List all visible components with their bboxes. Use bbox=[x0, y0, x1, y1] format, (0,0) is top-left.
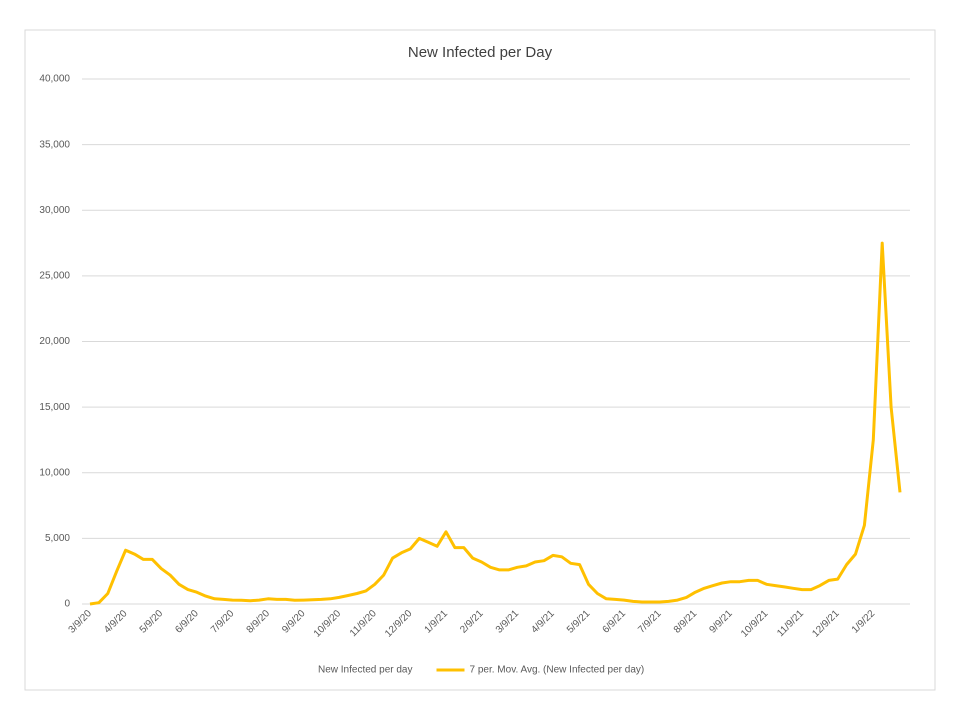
y-tick-label: 30,000 bbox=[39, 205, 70, 216]
y-tick-label: 15,000 bbox=[39, 402, 70, 413]
legend-label: 7 per. Mov. Avg. (New Infected per day) bbox=[470, 665, 645, 676]
data-line bbox=[89, 241, 902, 606]
y-tick-label: 40,000 bbox=[39, 74, 70, 85]
legend-label: New Infected per day bbox=[318, 665, 413, 676]
y-tick-label: 5,000 bbox=[45, 533, 70, 544]
y-tick-label: 10,000 bbox=[39, 467, 70, 478]
y-tick-label: 0 bbox=[64, 599, 70, 610]
chart-border bbox=[24, 29, 936, 691]
y-tick-label: 20,000 bbox=[39, 336, 70, 347]
y-tick-label: 25,000 bbox=[39, 271, 70, 282]
chart-title: New Infected per Day bbox=[408, 44, 553, 61]
y-tick-label: 35,000 bbox=[39, 139, 70, 150]
